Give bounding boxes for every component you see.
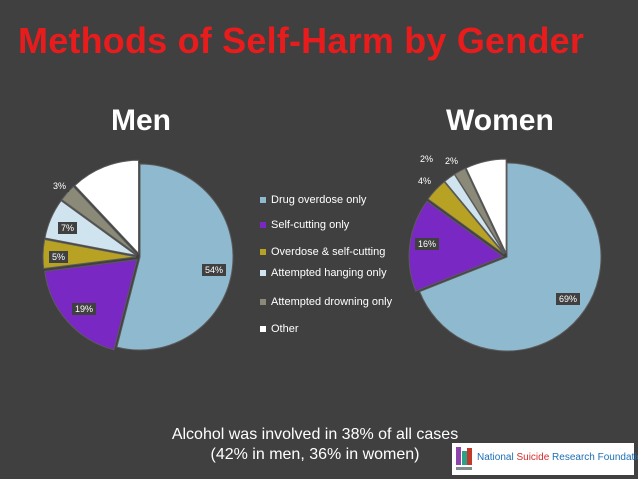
men-label-drug-overdose: 54% xyxy=(202,264,227,276)
men-slice-other xyxy=(74,159,140,255)
women-label-overdose-cutting: 4% xyxy=(415,175,435,187)
legend-swatch xyxy=(260,270,266,276)
legend-label: Drug overdose only xyxy=(271,194,367,206)
nsrf-logo-mark xyxy=(456,447,472,470)
men-slice-drug-overdose xyxy=(116,163,234,351)
women-label-hanging: 2% xyxy=(417,153,437,165)
legend-swatch xyxy=(260,326,266,332)
logo-text-part2: Suicide xyxy=(516,452,550,463)
women-label-drowning: 2% xyxy=(442,155,462,167)
slide-title: Methods of Self-Harm by Gender xyxy=(18,20,585,61)
legend-label: Attempted hanging only xyxy=(271,267,387,279)
alcohol-note-line2: (42% in men, 36% in women) xyxy=(210,446,420,463)
alcohol-note: Alcohol was involved in 38% of all cases… xyxy=(150,425,480,465)
men-pie-title: Men xyxy=(111,104,171,137)
women-pie-title: Women xyxy=(446,104,554,137)
legend-swatch xyxy=(260,197,266,203)
legend-swatch xyxy=(260,222,266,228)
legend-label: Other xyxy=(271,323,299,335)
women-slice-drug-overdose xyxy=(418,162,602,352)
nsrf-logo-text: National Suicide Research Foundation xyxy=(477,452,638,463)
legend-label: Overdose & self-cutting xyxy=(271,246,386,258)
legend-label: Attempted drowning only xyxy=(271,296,393,308)
legend-swatch xyxy=(260,299,266,305)
men-slice-hanging xyxy=(44,200,137,256)
men-slice-drowning xyxy=(61,185,138,255)
women-label-drug-overdose: 69% xyxy=(556,293,581,305)
women-slice-other xyxy=(465,158,507,254)
men-label-self-cutting: 19% xyxy=(72,303,97,315)
women-slice-drowning xyxy=(454,167,506,254)
women-slice-overdose-cutting xyxy=(427,181,505,255)
legend-swatch xyxy=(260,249,266,255)
men-label-hanging: 7% xyxy=(58,222,78,234)
men-label-overdose-cutting: 5% xyxy=(49,251,69,263)
logo-text-part3: Research Foundation xyxy=(549,452,638,463)
men-pie xyxy=(42,159,234,351)
women-slice-hanging xyxy=(444,173,506,255)
logo-text-part1: National xyxy=(477,452,517,463)
women-pie xyxy=(408,158,602,352)
alcohol-note-line1: Alcohol was involved in 38% of all cases xyxy=(171,426,459,443)
nsrf-logo: National Suicide Research Foundation xyxy=(452,443,638,475)
women-label-self-cutting: 16% xyxy=(415,238,440,250)
men-label-drowning: 3% xyxy=(50,180,70,192)
women-slice-self-cutting xyxy=(408,200,505,292)
legend-label: Self-cutting only xyxy=(271,219,350,231)
